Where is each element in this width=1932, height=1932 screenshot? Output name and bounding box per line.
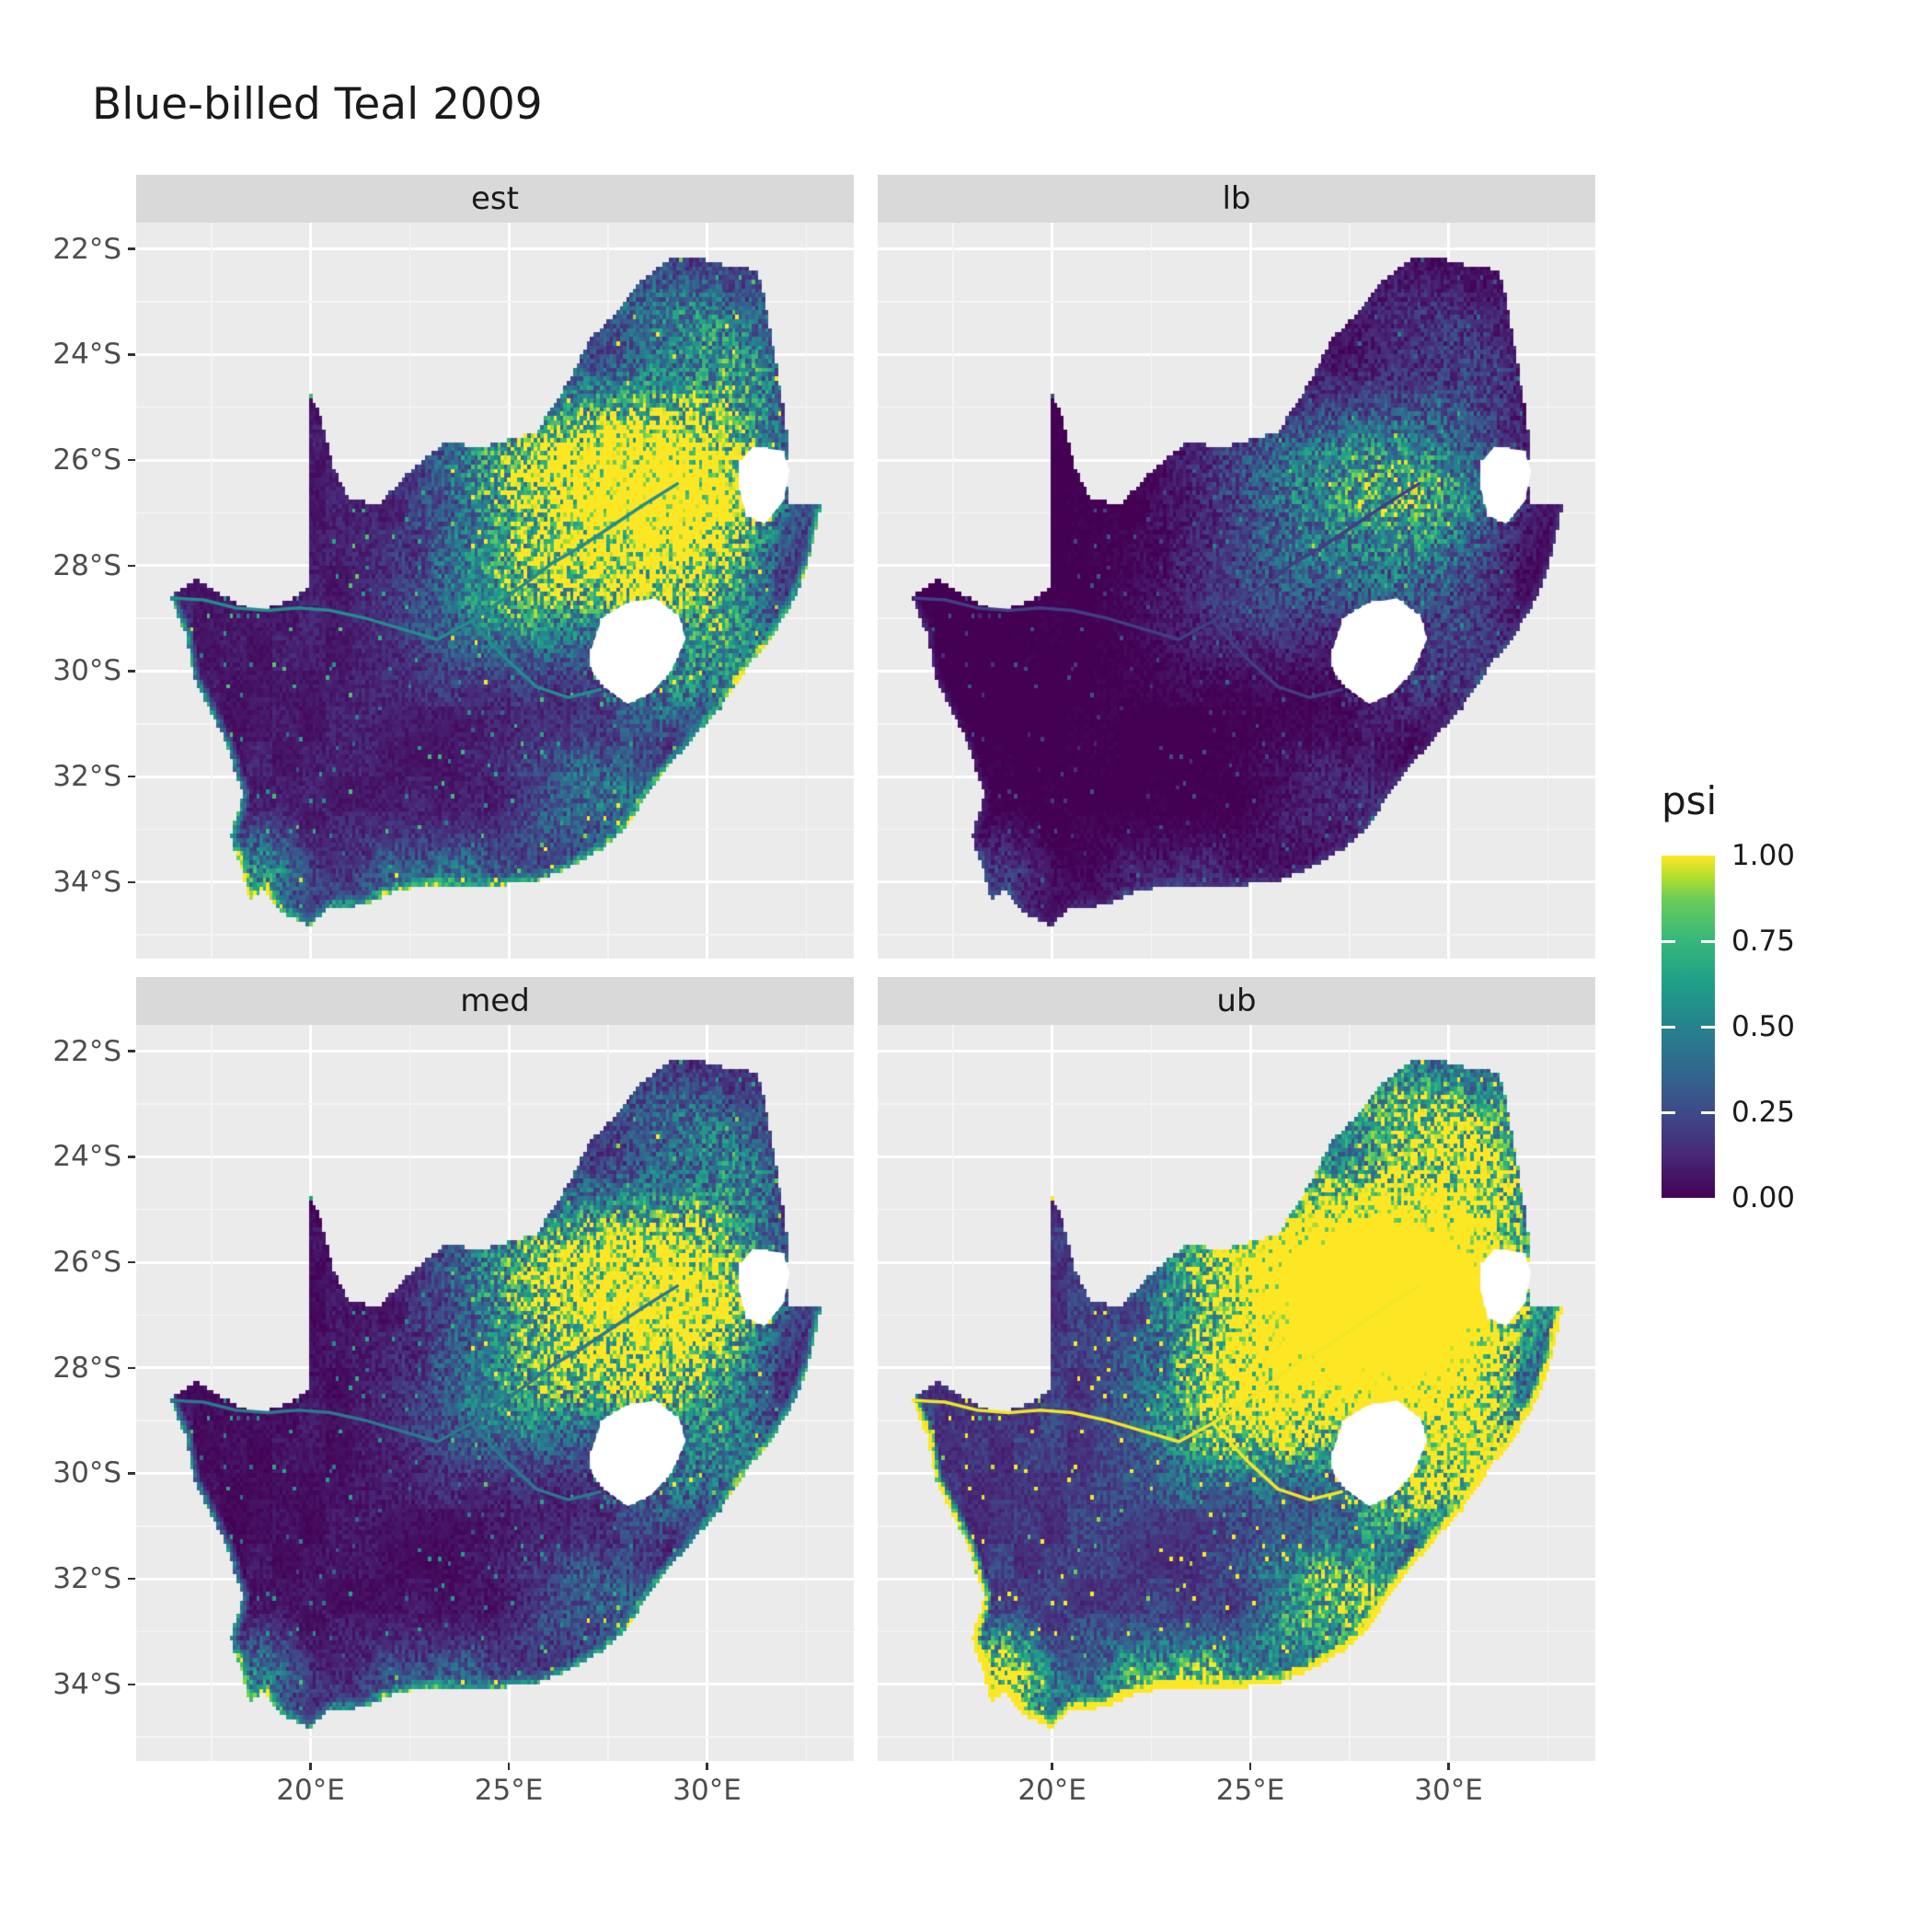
x-axis-tick-mark [507, 1763, 511, 1770]
facet-strip-med: med [136, 977, 854, 1025]
facet-strip-ub: ub [878, 977, 1595, 1025]
x-axis-tick-label: 30°E [673, 1774, 742, 1807]
x-axis-tick-mark [1447, 1763, 1450, 1770]
y-axis-tick-label: 28°S [52, 548, 121, 582]
y-axis-tick-mark [128, 353, 135, 356]
y-axis-tick-mark [128, 880, 135, 884]
y-axis-tick-label: 32°S [52, 760, 121, 794]
map-panel-lb [878, 223, 1595, 959]
x-axis-tick-label: 20°E [1018, 1774, 1087, 1807]
y-axis-tick-label: 32°S [52, 1562, 121, 1596]
legend-tick-label: 0.75 [1731, 925, 1796, 958]
y-axis-tick-mark [128, 458, 135, 462]
y-axis-tick-mark [128, 1156, 135, 1158]
y-axis-tick-mark [128, 564, 135, 567]
y-axis-tick-label: 22°S [52, 1034, 121, 1068]
legend-tick-mark [1701, 939, 1715, 943]
map-canvas-ub [878, 1025, 1595, 1761]
map-canvas-med [136, 1025, 854, 1761]
legend-title: psi [1662, 778, 1718, 823]
y-axis-tick-label: 26°S [52, 443, 121, 477]
legend-tick-mark [1701, 1110, 1715, 1114]
y-axis-tick-label: 22°S [52, 232, 121, 266]
map-panel-med [136, 1025, 854, 1761]
x-axis-tick-mark [1051, 1763, 1053, 1770]
legend-tick-label: 0.00 [1731, 1181, 1796, 1214]
map-canvas-est [136, 223, 854, 959]
map-panel-est [136, 223, 854, 959]
x-axis-tick-mark [309, 1763, 312, 1770]
x-axis-tick-label: 25°E [1215, 1774, 1285, 1807]
y-axis-tick-mark [128, 775, 135, 778]
y-axis-tick-label: 34°S [52, 865, 121, 899]
legend-tick-mark [1701, 1025, 1715, 1029]
facet-strip-lb: lb [878, 175, 1595, 223]
facet-strip-label-med: med [460, 983, 530, 1019]
x-axis-tick-label: 25°E [474, 1774, 544, 1807]
y-axis-tick-mark [128, 1260, 135, 1264]
legend-tick-mark [1662, 1110, 1675, 1114]
y-axis-tick-mark [128, 247, 135, 250]
legend-tick-label: 1.00 [1731, 839, 1796, 872]
y-axis-tick-label: 28°S [52, 1351, 121, 1385]
y-axis-tick-label: 26°S [52, 1246, 121, 1280]
map-panel-ub [878, 1025, 1595, 1761]
y-axis-tick-label: 24°S [52, 338, 121, 372]
facet-strip-est: est [136, 175, 854, 223]
y-axis-tick-mark [128, 1472, 135, 1475]
x-axis-tick-label: 20°E [276, 1774, 345, 1807]
y-axis-tick-mark [128, 1366, 135, 1369]
y-axis-tick-mark [128, 1050, 135, 1052]
x-axis-tick-label: 30°E [1414, 1774, 1483, 1807]
x-axis-tick-mark [1248, 1763, 1252, 1770]
legend-tick-label: 0.25 [1731, 1096, 1796, 1129]
y-axis-tick-mark [128, 1577, 135, 1581]
facet-strip-label-ub: ub [1216, 983, 1257, 1019]
facet-strip-label-lb: lb [1222, 180, 1251, 217]
plot-title: Blue-billed Teal 2009 [92, 79, 543, 130]
legend-tick-mark [1662, 939, 1675, 943]
y-axis-tick-label: 24°S [52, 1140, 121, 1174]
y-axis-tick-label: 34°S [52, 1667, 121, 1701]
y-axis-tick-mark [128, 670, 135, 673]
y-axis-tick-label: 30°S [52, 1456, 121, 1490]
x-axis-tick-mark [706, 1763, 708, 1770]
y-axis-tick-label: 30°S [52, 654, 121, 688]
map-canvas-lb [878, 223, 1595, 959]
legend-tick-mark [1662, 1025, 1675, 1029]
legend-tick-label: 0.50 [1731, 1010, 1796, 1043]
y-axis-tick-mark [128, 1683, 135, 1686]
facet-strip-label-est: est [471, 180, 519, 217]
